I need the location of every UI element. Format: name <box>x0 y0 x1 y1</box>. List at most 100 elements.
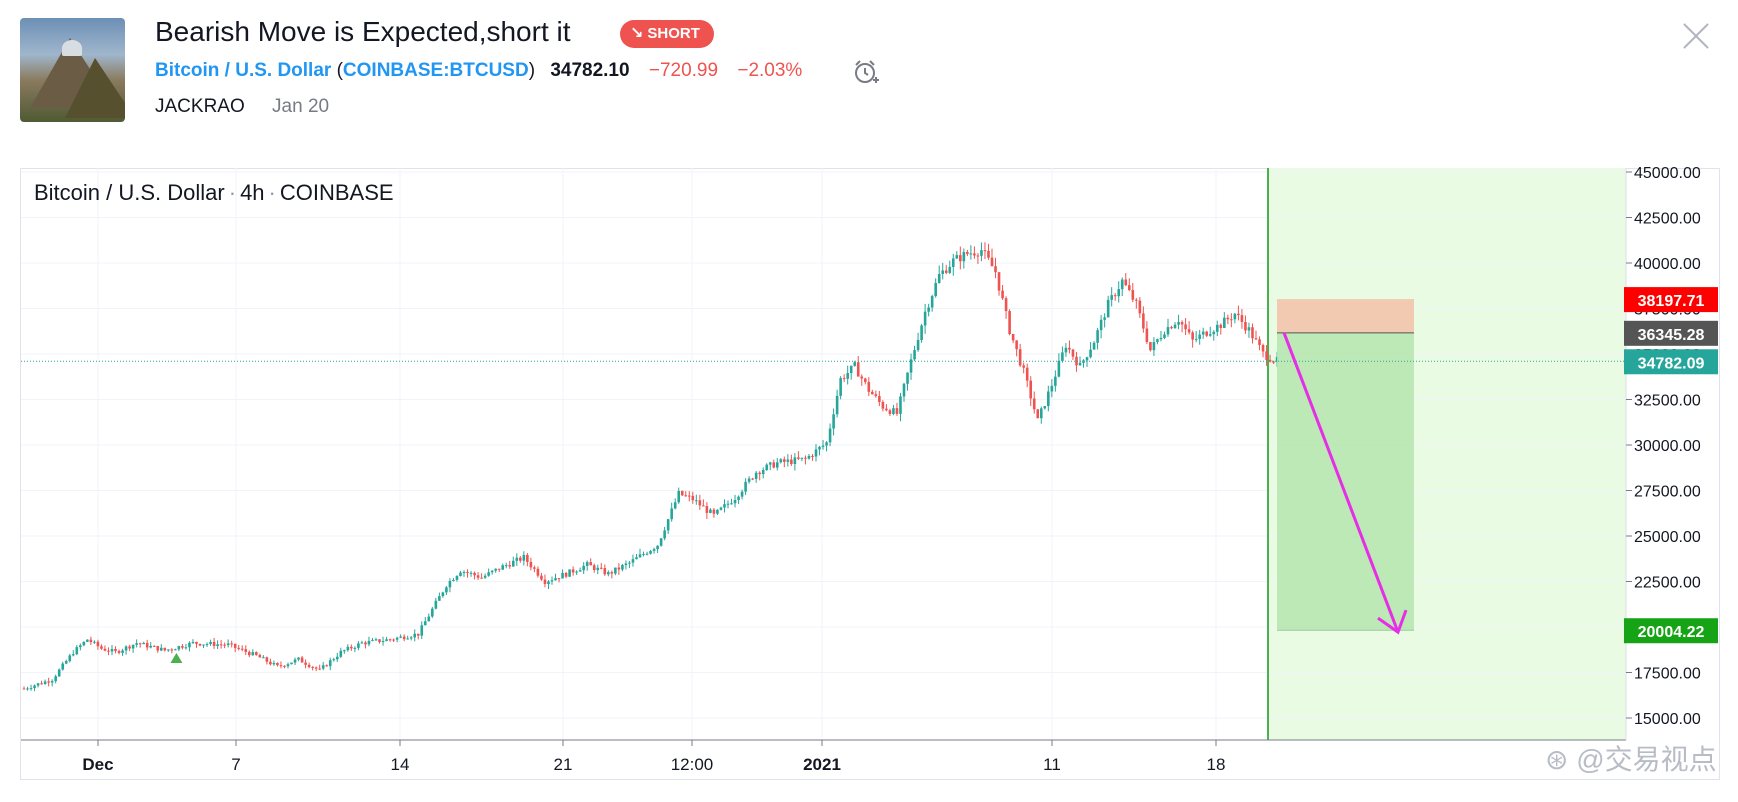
candle-body <box>423 621 427 626</box>
candle-body <box>761 469 765 475</box>
candle-body <box>1071 349 1075 357</box>
candle-body <box>1068 347 1071 350</box>
candle-body <box>860 376 864 379</box>
candle-body <box>1096 330 1099 343</box>
candle-body <box>1131 290 1135 300</box>
candle-body <box>589 562 593 566</box>
candle-body <box>888 410 892 414</box>
close-icon[interactable] <box>1680 20 1712 52</box>
author-row: JACKRAO Jan 20 <box>155 96 329 118</box>
candle-body <box>772 462 776 468</box>
candle-body <box>219 644 223 646</box>
candle-body <box>596 567 600 571</box>
candle-body <box>64 661 68 664</box>
y-tick-label: 22500.00 <box>1634 575 1701 592</box>
candle-body <box>856 362 860 377</box>
idea-title: Bearish Move is Expected,short it <box>155 16 571 47</box>
candle-body <box>1226 317 1230 320</box>
candle-body <box>226 643 230 646</box>
candle-body <box>438 596 441 601</box>
candle-body <box>832 414 835 429</box>
candle-body <box>1025 367 1029 381</box>
candle-body <box>1061 352 1064 361</box>
candle-body <box>835 395 839 415</box>
target-price-label-bg <box>1624 618 1718 644</box>
candle-body <box>501 565 505 570</box>
candle-body <box>853 362 857 366</box>
candle-body <box>1032 398 1036 410</box>
candle-body <box>269 661 272 665</box>
candle-body <box>332 659 336 661</box>
candle-body <box>71 654 75 656</box>
candle-body <box>145 642 149 648</box>
candle-body <box>997 272 1001 291</box>
candle-body <box>360 642 364 644</box>
candle-body <box>885 408 888 411</box>
chart-frame[interactable] <box>20 168 1720 780</box>
candle-body <box>79 645 82 648</box>
symbol-code-link[interactable]: COINBASE:BTCUSD <box>342 60 529 81</box>
candle-body <box>1170 327 1173 329</box>
candle-body <box>307 664 311 668</box>
candle-body <box>321 665 325 669</box>
candle-body <box>114 648 117 651</box>
candle-body <box>515 557 519 561</box>
candle-body <box>177 646 181 650</box>
candle-body <box>1223 317 1226 328</box>
candle-body <box>698 500 702 506</box>
candle-body <box>272 662 276 665</box>
candle-body <box>346 646 350 651</box>
candle-body <box>990 257 994 267</box>
candle-body <box>128 646 131 649</box>
candle-body <box>314 667 318 669</box>
candle-body <box>550 580 554 582</box>
candle-body <box>258 654 262 658</box>
candle-body <box>592 565 596 571</box>
candle-body <box>811 455 814 457</box>
candle-body <box>916 340 920 351</box>
signal-up-triangle <box>170 653 183 664</box>
candle-body <box>374 639 378 641</box>
symbol-name-link[interactable]: Bitcoin / U.S. Dollar <box>155 60 332 81</box>
symbol-change: −720.99 <box>648 60 719 81</box>
candle-body <box>751 478 754 480</box>
candle-body <box>1142 313 1145 329</box>
candle-body <box>621 565 624 570</box>
stop-loss-label: 38197.71 <box>1638 293 1705 310</box>
candle-body <box>557 578 561 580</box>
candle-body <box>1036 409 1040 419</box>
candle-body <box>244 649 248 652</box>
candle-body <box>1050 385 1054 392</box>
candle-body <box>1212 331 1216 335</box>
arrow-down-right-icon: ↘ <box>630 25 644 42</box>
author-avatar[interactable] <box>20 18 125 122</box>
candle-body <box>814 449 818 457</box>
candle-body <box>994 266 997 273</box>
candle-body <box>223 644 226 646</box>
candle-body <box>82 641 86 646</box>
candle-body <box>1198 334 1201 339</box>
candle-body <box>733 499 737 504</box>
candle-body <box>1008 311 1011 334</box>
candle-body <box>955 255 959 259</box>
candle-body <box>716 509 719 514</box>
candle-body <box>642 554 645 556</box>
legend-interval: 4h <box>240 180 265 205</box>
candle-body <box>445 587 448 593</box>
candle-body <box>635 557 638 560</box>
candle-body <box>1233 313 1237 320</box>
stop-loss-label-bg <box>1624 287 1718 313</box>
y-tick-label: 42500.00 <box>1634 211 1701 228</box>
candle-body <box>607 572 610 575</box>
candle-body <box>392 639 395 641</box>
candle-body <box>1166 327 1170 335</box>
candle-body <box>1244 321 1247 331</box>
candle-body <box>599 567 603 569</box>
alarm-clock-icon[interactable] <box>852 58 880 86</box>
author-name[interactable]: JACKRAO <box>155 96 245 117</box>
candle-body <box>462 571 466 573</box>
candle-body <box>564 572 568 577</box>
candle-body <box>494 568 497 571</box>
candle-body <box>719 507 723 510</box>
